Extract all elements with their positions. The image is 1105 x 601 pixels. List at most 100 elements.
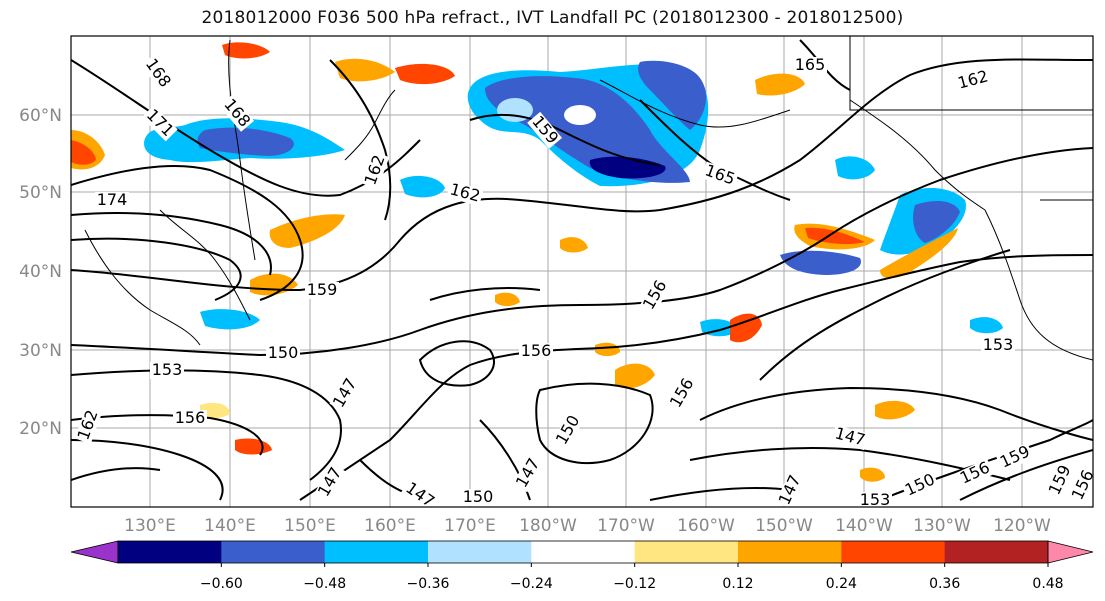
map-frame (70, 35, 1094, 508)
contour-label-background (858, 492, 892, 507)
negative-anomaly-region (780, 250, 861, 275)
colorbar-tick-label: 0.48 (1032, 576, 1063, 592)
positive-anomaly-region (875, 400, 915, 420)
contour-label-background (512, 454, 545, 493)
colorbar-tick-label: 0.36 (929, 576, 960, 592)
positive-anomaly-region (880, 228, 958, 279)
colorbar (70, 540, 1094, 564)
contour-label-background (74, 406, 103, 445)
contour-label-background (329, 374, 362, 413)
contour-label-background (173, 410, 207, 427)
colorbar-tick-label: −0.24 (510, 576, 553, 592)
contour-label-background (219, 94, 255, 132)
colorbar-tick-label: −0.48 (303, 576, 346, 592)
contour-label-background (981, 337, 1015, 354)
longitude-label: 170°W (597, 516, 655, 536)
contour-label: 156 (521, 341, 552, 360)
shading-layer (71, 42, 1003, 482)
latitude-label: 60°N (19, 106, 62, 126)
positive-anomaly-region (71, 140, 96, 165)
contour-label-background (527, 111, 563, 149)
colorbar-swatch (944, 541, 1049, 563)
latitude-label: 30°N (19, 341, 62, 361)
negative-anomaly-region (197, 127, 294, 156)
contour-label: 156 (175, 408, 206, 427)
longitude-label: 140°W (835, 516, 893, 536)
contour-label: 153 (983, 335, 1014, 354)
negative-anomaly-region (970, 317, 1003, 334)
colorbar-frame (117, 540, 1049, 564)
contour-label: 165 (795, 55, 826, 74)
contour-label: 153 (152, 360, 183, 379)
positive-anomaly-region (595, 342, 620, 357)
colorbar-swatch (634, 541, 739, 563)
positive-anomaly-region (495, 292, 520, 307)
latitude-label: 20°N (19, 419, 62, 439)
colorbar-swatch (738, 541, 842, 563)
longitude-label: 180°W (519, 516, 577, 536)
contour-label: 150 (268, 343, 299, 362)
longitude-label: 140°E (204, 516, 256, 536)
contour-label-background (666, 374, 699, 413)
latitude-label: 40°N (19, 262, 62, 282)
positive-anomaly-region (860, 467, 885, 482)
latitude-label: 50°N (19, 183, 62, 203)
colorbar-swatch (221, 541, 326, 563)
colorbar-swatch (531, 541, 636, 563)
coastlines (84, 36, 1093, 361)
longitude-label: 130°W (913, 516, 971, 536)
negative-anomaly-region (485, 76, 690, 183)
contour-label-background (700, 161, 739, 190)
colorbar-extend-high (1047, 540, 1094, 564)
colorbar-tick-label: 0.24 (826, 576, 857, 592)
longitude-label: 160°E (364, 516, 416, 536)
contour-label: 150 (463, 487, 494, 506)
contour-label-background (996, 442, 1035, 473)
contour-label-background (831, 424, 869, 451)
positive-anomaly-region (395, 63, 455, 85)
anomaly-hole (497, 98, 533, 122)
negative-anomaly-region (835, 156, 875, 180)
contour-label-background (956, 458, 995, 489)
contour-label-background (901, 470, 940, 501)
contour-label-background (552, 411, 585, 450)
colorbar-tick-label: −0.60 (200, 576, 243, 592)
negative-anomaly-region (913, 200, 960, 243)
longitude-label: 170°E (444, 516, 496, 536)
longitude-label: 150°W (755, 516, 813, 536)
negative-anomaly-region (400, 175, 445, 198)
colorbar-tick-label: 0.12 (722, 576, 753, 592)
latitude-labels: 60°N 50°N 40°N 30°N 20°N (19, 106, 62, 439)
contour-label-background (361, 151, 390, 190)
contour-label-background (775, 471, 806, 507)
contour-label-background (793, 57, 827, 74)
longitude-labels: 130°E 140°E 150°E 160°E 170°E 180°W 170°W 160°W… (124, 516, 1051, 536)
contour-label-background (400, 478, 439, 507)
positive-anomaly-region (335, 58, 395, 82)
negative-anomaly-region (638, 60, 707, 130)
positive-anomaly-region (200, 402, 230, 419)
contour-label-background (266, 345, 300, 362)
longitude-label: 160°W (677, 516, 735, 536)
colorbar-swatch (324, 541, 429, 563)
contour-label-background (446, 180, 484, 207)
contour-label-background (1045, 461, 1076, 500)
contour-label-background (639, 276, 672, 315)
contour-label-background (141, 105, 178, 142)
positive-anomaly-region (222, 42, 270, 59)
colorbar-swatch (841, 541, 946, 563)
contour-label: 174 (97, 190, 128, 209)
contour-label-background (95, 192, 129, 209)
contour-label-background (1068, 466, 1093, 505)
positive-anomaly-region (730, 313, 762, 343)
positive-anomaly-region (615, 363, 655, 389)
colorbar-swatch (118, 541, 222, 563)
contour-label-background (314, 463, 347, 502)
contour-label: 153 (860, 490, 891, 509)
positive-anomaly-region (755, 73, 805, 96)
colorbar-tick-label: −0.36 (407, 576, 450, 592)
colorbar-tick-labels: −0.60 −0.48 −0.36 −0.24 −0.12 0.12 0.24 0.36 0.4… (200, 563, 1064, 592)
negative-anomaly-region (200, 309, 260, 330)
positive-anomaly-region (560, 237, 588, 253)
